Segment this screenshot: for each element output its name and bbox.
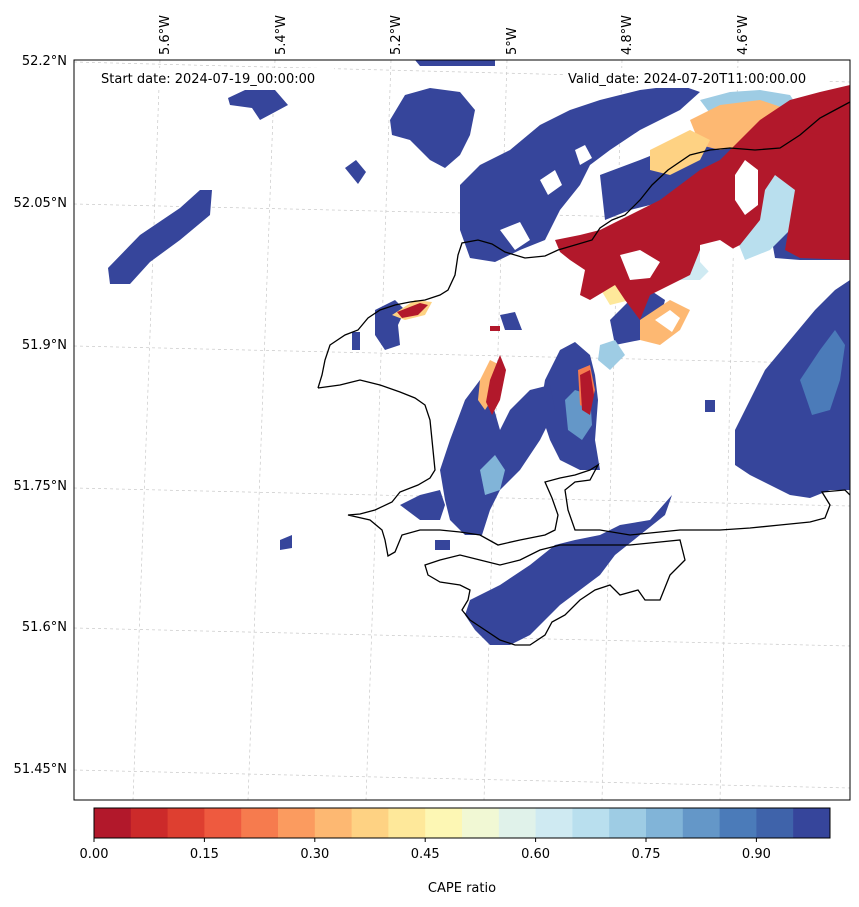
colorbar-title: CAPE ratio [428, 881, 496, 896]
longitude-labels: 5.6°W 5.4°W 5.2°W 5°W 4.8°W 4.6°W [158, 15, 751, 55]
latitude-labels: 52.2°N 52.05°N 51.9°N 51.75°N 51.6°N 51.… [14, 54, 67, 777]
colorbar-bin [793, 808, 831, 838]
colorbar-tick-label: 0.30 [300, 847, 329, 862]
colorbar-bin [314, 808, 353, 838]
colorbar-bin [756, 808, 794, 838]
coastline [317, 101, 850, 646]
colorbar-bin [204, 808, 242, 838]
colorbar-tick-labels: 0.00 0.15 0.30 0.45 0.60 0.75 0.90 [80, 847, 771, 862]
lat-label: 52.2°N [22, 54, 67, 69]
colorbar-bin [462, 808, 500, 838]
lon-label: 5°W [505, 27, 520, 55]
lat-label: 51.6°N [22, 620, 67, 635]
colorbar-bin [425, 808, 463, 838]
colorbar-bin [646, 808, 684, 838]
colorbar-bin [572, 808, 610, 838]
colorbar-tick-label: 0.45 [411, 847, 440, 862]
colorbar-tick-label: 0.75 [632, 847, 661, 862]
date-labels: Start date: 2024-07-19_00:00:00 Valid_da… [96, 68, 829, 88]
colorbar-bin [388, 808, 426, 838]
start-date-label: Start date: 2024-07-19_00:00:00 [101, 72, 315, 87]
valid-date-label: Valid_date: 2024-07-20T11:00:00.00 [568, 72, 806, 87]
colorbar-bin [167, 808, 205, 838]
lon-label: 4.8°W [620, 15, 635, 55]
colorbar-tick-label: 0.60 [521, 847, 550, 862]
colorbar-bin [498, 808, 537, 838]
colorbar-bin [535, 808, 573, 838]
colorbar-frame [93, 807, 831, 839]
colorbar-bin [609, 808, 647, 838]
colorbar-bin [241, 808, 279, 838]
lon-label: 5.6°W [158, 15, 173, 55]
lat-label: 51.45°N [14, 762, 67, 777]
lon-label: 5.4°W [274, 15, 289, 55]
colorbar: 0.00 0.15 0.30 0.45 0.60 0.75 0.90 CAPE … [80, 807, 831, 896]
colorbar-bin [351, 808, 389, 838]
colorbar-bin [682, 808, 721, 838]
colorbar-bin [94, 808, 132, 838]
colorbar-bin [719, 808, 757, 838]
lon-label: 5.2°W [389, 15, 404, 55]
plot-frame [73, 59, 851, 801]
colorbar-bin [278, 808, 316, 838]
lat-label: 51.75°N [14, 479, 67, 494]
lat-label: 52.05°N [14, 196, 67, 211]
colorbar-bin [130, 808, 169, 838]
lat-label: 51.9°N [22, 338, 67, 353]
colorbar-tick-label: 0.00 [80, 847, 109, 862]
colorbar-tick-label: 0.90 [742, 847, 771, 862]
lon-label: 4.6°W [736, 15, 751, 55]
colorbar-ticks [93, 838, 757, 842]
cape-gaps [500, 145, 758, 332]
colorbar-tick-label: 0.15 [190, 847, 219, 862]
colorbar-bins [94, 808, 831, 838]
